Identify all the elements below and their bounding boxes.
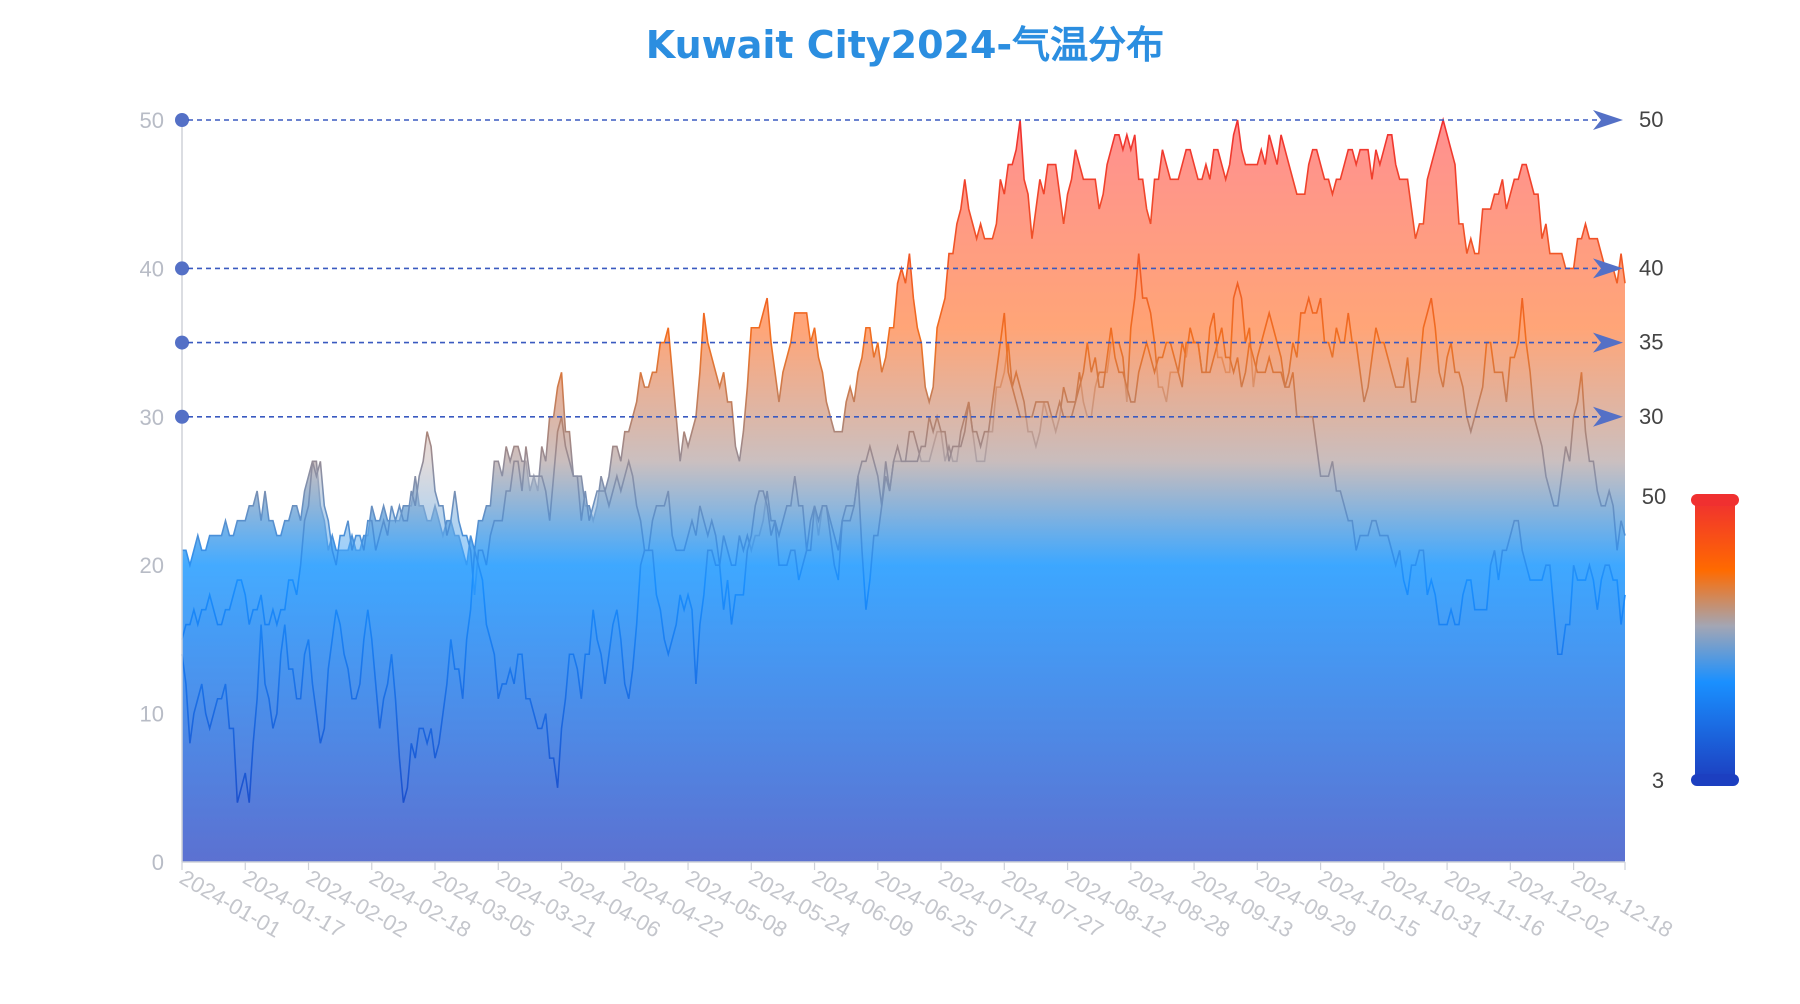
y-tick-label: 50: [140, 108, 164, 133]
y-tick-label: 0: [152, 850, 164, 875]
reference-line-start-dot: [175, 335, 189, 350]
reference-line-start-dot: [175, 113, 189, 127]
visual-map-min-label: 3: [1652, 768, 1664, 793]
line-min: [181, 312, 1626, 803]
reference-line-arrow: [1593, 110, 1623, 130]
series-areas: [181, 116, 1626, 862]
visual-map-handle-top: [1691, 494, 1739, 506]
visual-map[interactable]: 50 3: [1642, 484, 1739, 793]
reference-line-label: 30: [1639, 404, 1663, 429]
visual-map-max-label: 50: [1642, 484, 1666, 509]
y-tick-label: 20: [140, 553, 164, 578]
reference-line-arrow: [1593, 258, 1623, 279]
chart-title: Kuwait City2024-气温分布: [646, 23, 1164, 67]
reference-lines: 50 40 35 30: [175, 107, 1663, 429]
reference-line-arrow: [1593, 406, 1623, 427]
reference-line-50: 50: [175, 107, 1663, 132]
y-tick-label: 40: [140, 256, 164, 281]
area-min: [182, 312, 1625, 862]
reference-line-label: 50: [1639, 107, 1663, 132]
y-tick-label: 10: [140, 702, 164, 727]
reference-line-label: 40: [1639, 255, 1663, 280]
reference-line-start-dot: [175, 261, 189, 276]
reference-line-label: 35: [1639, 330, 1663, 355]
reference-line-35: 35: [175, 330, 1663, 355]
visual-map-bar: [1695, 500, 1735, 780]
reference-line-30: 30: [175, 404, 1663, 429]
reference-line-arrow: [1593, 332, 1623, 353]
visual-map-handle-bottom: [1691, 774, 1739, 786]
reference-line-40: 40: [175, 255, 1663, 280]
reference-line-start-dot: [175, 409, 189, 424]
y-tick-label: 30: [140, 405, 164, 430]
